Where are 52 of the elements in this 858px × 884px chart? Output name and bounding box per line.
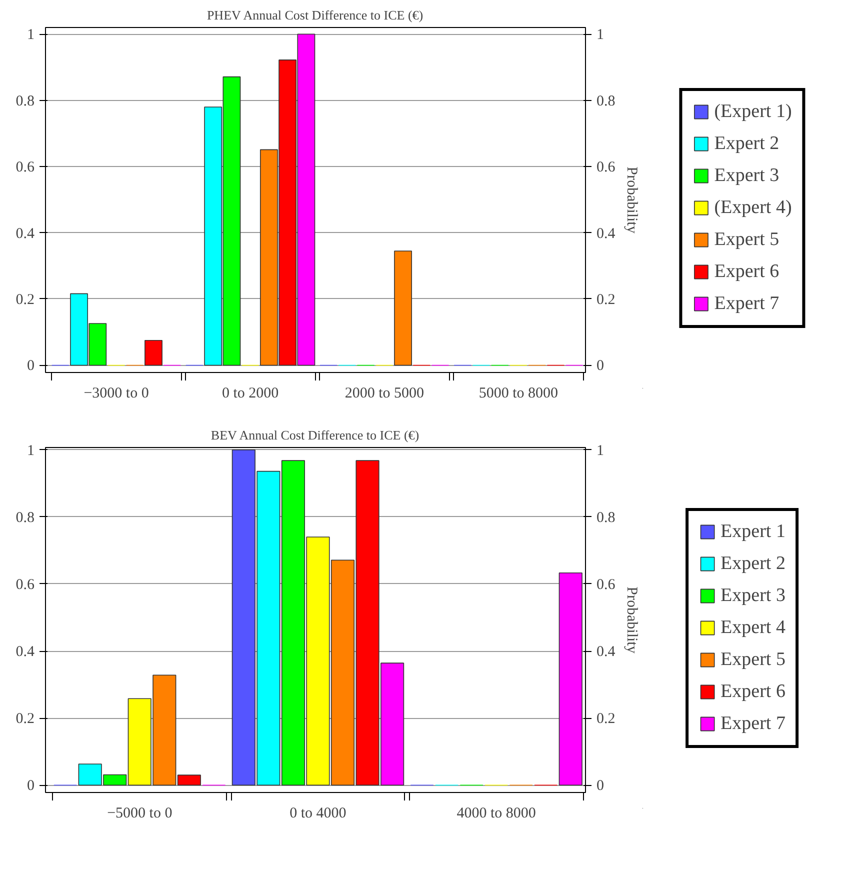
y-tick-label: 0.4	[16, 226, 35, 242]
x-tick-label: 0 to 2000	[222, 386, 279, 402]
y2-tick-label: 0.6	[596, 160, 616, 176]
x-tick-label: 2000 to 5000	[344, 386, 424, 402]
legend-label: Expert 3	[714, 164, 780, 186]
legend-label: (Expert 1)	[714, 100, 792, 122]
bar	[394, 250, 412, 366]
x-tick-label: −5000 to 0	[107, 806, 172, 822]
y2-tick-label: 1	[596, 442, 604, 459]
y-tick-label: 0.8	[16, 510, 34, 526]
x-tick-label: 0 to 4000	[290, 806, 346, 822]
x-tick-label: 5000 to 8000	[478, 386, 558, 402]
legend-label: Expert 7	[720, 712, 786, 734]
y-tick-label: 1	[27, 442, 34, 459]
legend-label: Expert 6	[714, 260, 780, 282]
legend-label: (Expert 4)	[714, 196, 792, 218]
legend-label: Expert 2	[714, 132, 780, 154]
y-tick-label: 0.2	[16, 292, 34, 308]
y2-tick-label: 0.8	[596, 93, 616, 110]
y-tick-label: 0.4	[16, 644, 35, 660]
bar	[144, 340, 162, 366]
y2-tick-label: 0.2	[596, 292, 616, 308]
y2-tick-label: 0.4	[596, 644, 616, 660]
y2-axis-title: Probability	[623, 166, 640, 234]
y-tick-label: 0.6	[16, 576, 35, 593]
y-tick-label: 0.6	[16, 160, 35, 176]
legend-label: Expert 1	[720, 520, 786, 542]
legend-label: Expert 2	[720, 552, 786, 574]
y-tick-label: 0	[27, 358, 34, 374]
y2-tick-label: 0.8	[596, 510, 616, 526]
legend-label: Expert 4	[720, 616, 786, 638]
y2-tick-label: 1	[596, 27, 604, 44]
chart-title: BEV Annual Cost Difference to ICE (€)	[210, 428, 420, 442]
x-tick-label: 4000 to 8000	[456, 806, 536, 822]
y2-tick-label: 0	[596, 358, 604, 374]
y2-tick-label: 0.4	[596, 226, 616, 242]
y2-tick-label: 0	[596, 778, 604, 794]
legend-label: Expert 5	[720, 648, 786, 670]
bar	[558, 572, 582, 786]
chart-title: PHEV Annual Cost Difference to ICE (€)	[206, 8, 424, 22]
legend-label: Expert 6	[720, 680, 786, 702]
legend-label: Expert 3	[720, 584, 786, 606]
legend-label: Expert 5	[714, 228, 780, 250]
y2-axis-title: Probability	[623, 586, 640, 654]
x-tick-label: −3000 to 0	[84, 386, 149, 402]
y-tick-label: 1	[27, 27, 34, 44]
y-tick-label: 0.2	[16, 711, 34, 728]
y-tick-label: 0.8	[16, 93, 34, 110]
legend-label: Expert 7	[714, 292, 780, 314]
y2-tick-label: 0.2	[596, 711, 616, 728]
y2-tick-label: 0.6	[596, 576, 616, 593]
y-tick-label: 0	[27, 778, 34, 794]
